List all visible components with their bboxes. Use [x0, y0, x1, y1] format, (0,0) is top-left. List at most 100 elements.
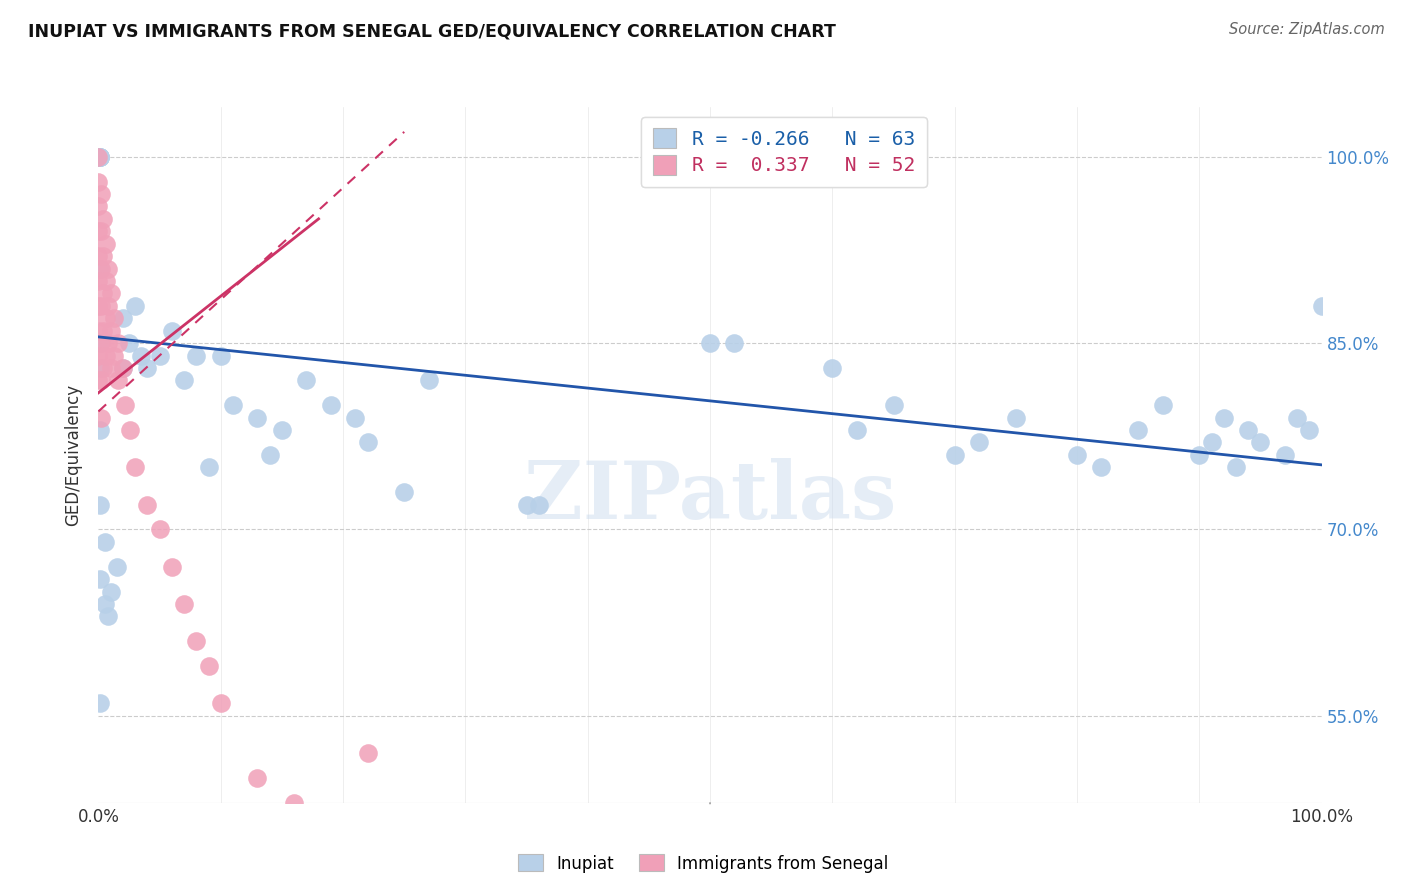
- Point: [149, 349, 172, 363]
- Point: [111, 361, 134, 376]
- Point: [87, 373, 110, 387]
- Point: [1237, 423, 1260, 437]
- Point: [87, 324, 110, 338]
- Point: [90, 187, 112, 202]
- Point: [100, 584, 122, 599]
- Point: [209, 697, 232, 711]
- Point: [283, 796, 305, 810]
- Point: [89, 150, 111, 164]
- Point: [943, 448, 966, 462]
- Point: [107, 373, 129, 387]
- Point: [160, 324, 183, 338]
- Point: [723, 336, 745, 351]
- Point: [87, 224, 110, 238]
- Point: [90, 373, 112, 387]
- Point: [114, 398, 136, 412]
- Point: [173, 597, 195, 611]
- Point: [160, 559, 183, 574]
- Point: [1274, 448, 1296, 462]
- Point: [100, 324, 122, 338]
- Text: INUPIAT VS IMMIGRANTS FROM SENEGAL GED/EQUIVALENCY CORRELATION CHART: INUPIAT VS IMMIGRANTS FROM SENEGAL GED/E…: [28, 22, 837, 40]
- Point: [94, 274, 117, 288]
- Point: [97, 336, 120, 351]
- Point: [91, 324, 114, 338]
- Legend: Inupiat, Immigrants from Senegal: Inupiat, Immigrants from Senegal: [510, 847, 896, 880]
- Point: [1225, 460, 1247, 475]
- Point: [136, 361, 159, 376]
- Point: [87, 199, 110, 213]
- Point: [1004, 410, 1026, 425]
- Point: [1090, 460, 1112, 475]
- Point: [97, 261, 120, 276]
- Point: [87, 274, 110, 288]
- Point: [87, 299, 110, 313]
- Point: [295, 373, 318, 387]
- Point: [87, 150, 110, 164]
- Point: [149, 523, 172, 537]
- Point: [97, 299, 120, 313]
- Point: [197, 659, 219, 673]
- Point: [111, 361, 134, 376]
- Point: [90, 336, 112, 351]
- Point: [173, 373, 195, 387]
- Point: [209, 349, 232, 363]
- Point: [1249, 435, 1271, 450]
- Point: [89, 150, 111, 164]
- Point: [100, 361, 122, 376]
- Point: [1298, 423, 1320, 437]
- Point: [111, 311, 134, 326]
- Point: [246, 410, 269, 425]
- Point: [332, 821, 354, 835]
- Point: [1128, 423, 1150, 437]
- Point: [222, 398, 245, 412]
- Text: ZIPatlas: ZIPatlas: [524, 458, 896, 536]
- Point: [94, 349, 117, 363]
- Point: [197, 460, 219, 475]
- Point: [1188, 448, 1211, 462]
- Point: [136, 498, 159, 512]
- Point: [89, 150, 111, 164]
- Point: [883, 398, 905, 412]
- Point: [89, 697, 111, 711]
- Point: [89, 572, 111, 586]
- Point: [89, 361, 111, 376]
- Point: [91, 211, 114, 226]
- Point: [89, 423, 111, 437]
- Point: [821, 361, 844, 376]
- Point: [699, 336, 721, 351]
- Point: [103, 311, 125, 326]
- Point: [259, 448, 281, 462]
- Point: [418, 373, 440, 387]
- Point: [319, 398, 342, 412]
- Point: [1152, 398, 1174, 412]
- Point: [91, 286, 114, 301]
- Point: [87, 249, 110, 263]
- Point: [1212, 410, 1234, 425]
- Point: [87, 349, 110, 363]
- Point: [89, 150, 111, 164]
- Point: [89, 336, 111, 351]
- Point: [91, 361, 114, 376]
- Point: [89, 498, 111, 512]
- Point: [527, 498, 550, 512]
- Point: [246, 771, 269, 785]
- Point: [129, 349, 152, 363]
- Point: [90, 410, 112, 425]
- Point: [90, 261, 112, 276]
- Point: [124, 460, 146, 475]
- Point: [344, 846, 367, 860]
- Point: [94, 311, 117, 326]
- Point: [90, 224, 112, 238]
- Point: [89, 261, 111, 276]
- Legend: R = -0.266   N = 63, R =  0.337   N = 52: R = -0.266 N = 63, R = 0.337 N = 52: [641, 117, 927, 187]
- Point: [120, 423, 142, 437]
- Point: [105, 559, 128, 574]
- Point: [93, 597, 115, 611]
- Point: [967, 435, 990, 450]
- Y-axis label: GED/Equivalency: GED/Equivalency: [65, 384, 83, 526]
- Point: [1310, 299, 1333, 313]
- Point: [1286, 410, 1309, 425]
- Point: [845, 423, 868, 437]
- Point: [103, 349, 125, 363]
- Point: [100, 286, 122, 301]
